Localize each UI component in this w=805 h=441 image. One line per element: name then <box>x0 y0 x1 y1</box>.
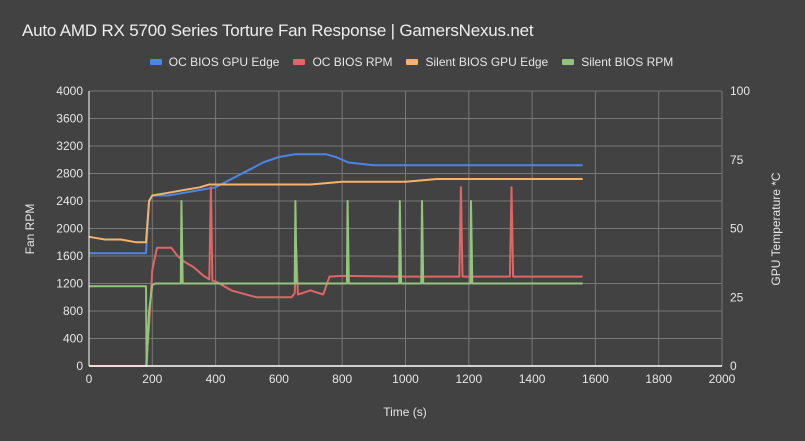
series-line <box>89 200 583 367</box>
series-line <box>88 178 583 244</box>
y-tick-label: 2400 <box>56 194 83 208</box>
tick-labels: 0400800120016002000240028003200360040000… <box>56 84 750 386</box>
y-tick-label: 400 <box>63 332 83 346</box>
axes <box>88 91 722 367</box>
gridlines <box>88 90 723 367</box>
legend-item-oc-edge[interactable]: OC BIOS GPU Edge <box>149 55 280 69</box>
data-series <box>88 153 583 367</box>
y2-tick-label: 50 <box>730 222 744 236</box>
legend-label: Silent BIOS RPM <box>581 55 674 69</box>
x-tick-label: 1200 <box>455 372 482 386</box>
chart-legend: OC BIOS GPU Edge OC BIOS RPM Silent BIOS… <box>0 55 805 69</box>
series-line <box>89 153 583 255</box>
legend-item-silent-edge[interactable]: Silent BIOS GPU Edge <box>406 55 548 69</box>
legend-item-oc-rpm[interactable]: OC BIOS RPM <box>293 55 392 69</box>
legend-swatch-icon <box>562 59 575 65</box>
y-axis-title-right: GPU Temperature *C <box>769 172 783 285</box>
y2-tick-label: 100 <box>730 84 750 98</box>
legend-label: OC BIOS RPM <box>312 55 393 69</box>
x-tick-label: 0 <box>86 372 93 386</box>
x-tick-label: 400 <box>206 372 226 386</box>
y-tick-label: 1600 <box>56 249 83 263</box>
x-tick-label: 800 <box>332 372 352 386</box>
legend-swatch-icon <box>406 59 419 65</box>
y-tick-label: 2800 <box>56 167 83 181</box>
y-axis-title-left: Fan RPM <box>23 204 37 255</box>
y-tick-label: 3200 <box>56 139 83 153</box>
chart-title: Auto AMD RX 5700 Series Torture Fan Resp… <box>22 21 534 40</box>
x-tick-label: 200 <box>142 372 162 386</box>
legend-swatch-icon <box>149 59 162 65</box>
x-tick-label: 1600 <box>582 372 609 386</box>
y-tick-label: 0 <box>76 359 83 373</box>
x-tick-label: 600 <box>269 372 289 386</box>
y-tick-label: 3600 <box>56 112 83 126</box>
legend-label: Silent BIOS GPU Edge <box>425 55 549 69</box>
y-tick-label: 4000 <box>56 84 83 98</box>
series-line <box>89 186 583 367</box>
legend-swatch-icon <box>293 59 306 65</box>
y2-tick-label: 75 <box>730 153 744 167</box>
legend-label: OC BIOS GPU Edge <box>168 55 280 69</box>
y-tick-label: 800 <box>63 304 83 318</box>
x-tick-label: 2000 <box>709 372 736 386</box>
y2-tick-label: 0 <box>730 359 737 373</box>
y-tick-label: 1200 <box>56 277 83 291</box>
legend-item-silent-rpm[interactable]: Silent BIOS RPM <box>562 55 673 69</box>
x-tick-label: 1800 <box>645 372 672 386</box>
x-tick-label: 1000 <box>392 372 419 386</box>
y2-tick-label: 25 <box>730 290 744 304</box>
x-axis-title: Time (s) <box>383 405 427 419</box>
x-tick-label: 1400 <box>519 372 546 386</box>
y-tick-label: 2000 <box>56 222 83 236</box>
